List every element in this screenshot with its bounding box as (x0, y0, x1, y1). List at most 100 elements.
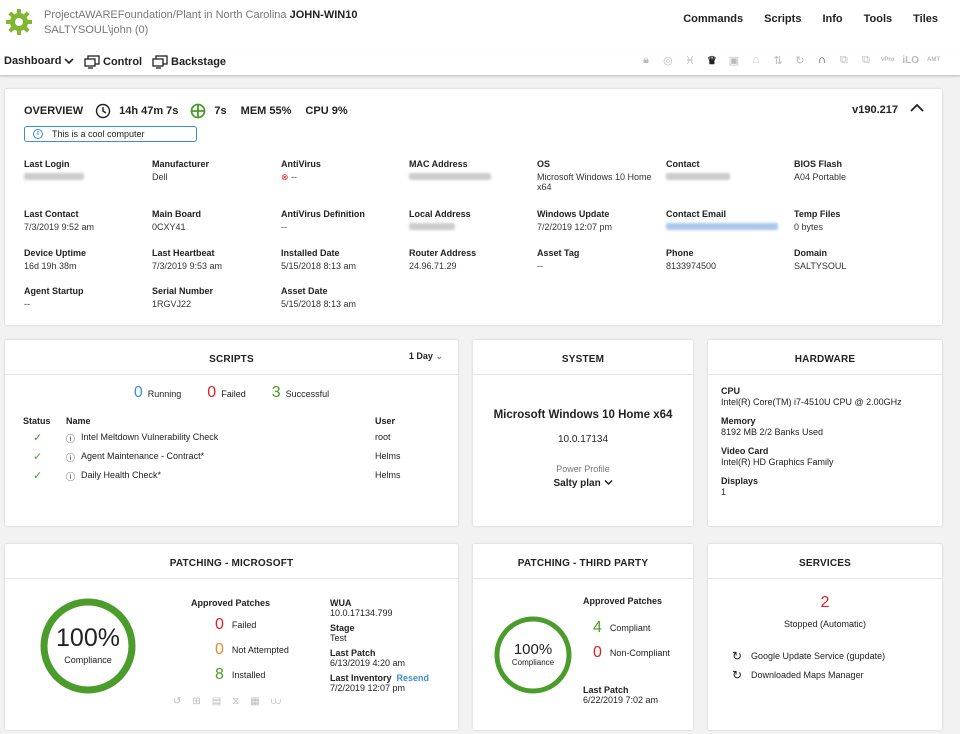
label: Installed Date (281, 248, 340, 258)
dashboard-dropdown[interactable]: Dashboard (4, 55, 75, 67)
value: 16d 19h 38m (24, 261, 77, 271)
non-compliant-patches[interactable]: 0 Non-Compliant (593, 644, 670, 662)
computer-note[interactable]: i This is a cool computer (24, 126, 197, 142)
screen-icon[interactable]: ▣ (728, 54, 740, 67)
list-item[interactable]: ↻ Downloaded Maps Manager (732, 668, 885, 682)
menu-info[interactable]: Info (822, 13, 843, 25)
range-dropdown[interactable]: 1 Day ⌄ (409, 351, 443, 362)
script-name[interactable]: Intel Meltdown Vulnerability Check (81, 432, 219, 442)
info-icon[interactable]: ⓘ (66, 472, 76, 482)
lock-icon[interactable]: 🔒︎ (643, 53, 649, 66)
field-asset-tag: Asset Tag -- (537, 248, 662, 271)
menu-tiles[interactable]: Tiles (913, 13, 938, 25)
label: MAC Address (409, 159, 468, 169)
power-profile-dropdown[interactable]: Salty plan (473, 478, 693, 489)
pulse-icon[interactable]: ◎ (663, 54, 673, 67)
info-icon: i (33, 129, 43, 139)
value: 5/15/2018 8:13 am (281, 299, 357, 309)
label: Memory (721, 416, 756, 426)
redacted-value[interactable] (666, 223, 778, 230)
field-serial-number: Serial Number 1RGVJ22 (152, 286, 277, 309)
value: -- (291, 172, 298, 182)
label: Last Contact (24, 209, 79, 219)
control-button[interactable]: Control (84, 55, 142, 69)
service-name: Downloaded Maps Manager (751, 670, 864, 680)
remote-desktop-alt-icon[interactable]: ⧉ (862, 53, 870, 66)
stopped-label: Stopped (Automatic) (783, 619, 867, 629)
chevron-up-icon[interactable] (910, 103, 924, 113)
label: Local Address (409, 209, 471, 219)
label: Main Board (152, 209, 202, 219)
not-attempted-patches[interactable]: 0 Not Attempted (215, 641, 289, 659)
project-name[interactable]: ProjectAWAREFoundation/Plant in North Ca… (44, 9, 287, 21)
label: AntiVirus Definition (281, 209, 365, 219)
field-router-address: Router Address 24.96.71.29 (409, 248, 534, 271)
grid-icon[interactable]: ⊞ (192, 696, 201, 707)
chart-icon[interactable]: ⩊ (270, 696, 281, 707)
restart-icon[interactable]: ↻ (732, 649, 743, 663)
installed-patches[interactable]: 8 Installed (215, 666, 265, 684)
compliance-percent: 100% (56, 624, 120, 652)
count: 0 (215, 641, 224, 658)
menu-commands[interactable]: Commands (683, 13, 744, 25)
document-icon[interactable]: ▤ (211, 696, 222, 707)
stage-value: Test (330, 633, 347, 643)
crown-icon[interactable]: ♛︎ (707, 54, 717, 67)
label: OS (537, 159, 551, 169)
backstage-button[interactable]: Backstage (152, 55, 226, 69)
script-summary: 0 Running 0 Failed 3 Successful (5, 384, 458, 402)
running-stat[interactable]: 0 Running (134, 384, 181, 402)
vpro-button[interactable]: vPro (880, 57, 895, 63)
info-icon[interactable]: ⓘ (66, 434, 76, 444)
failed-label: Failed (221, 389, 246, 399)
ilo-button[interactable]: iLO (902, 54, 919, 66)
network-icon[interactable]: ⌂ (752, 54, 760, 66)
info-icon[interactable]: ⓘ (66, 453, 76, 463)
failed-patches[interactable]: 0 Failed (215, 616, 256, 634)
table-row[interactable]: ✓ ⓘ Intel Meltdown Vulnerability Check r… (23, 431, 443, 450)
chevron-down-icon (64, 58, 75, 65)
agent-version: v190.217 (852, 104, 898, 116)
table-row[interactable]: ✓ ⓘ Agent Maintenance - Contract* Helms (23, 450, 443, 469)
list-item[interactable]: ↻ Google Update Service (gupdate) (732, 649, 885, 663)
calendar-icon[interactable]: ▦ (250, 696, 260, 707)
approved-patches-label: Approved Patches (583, 596, 663, 606)
value: SALTYSOUL (794, 261, 847, 271)
menu-tools[interactable]: Tools (863, 13, 893, 25)
hourglass-icon[interactable]: ⧖ (232, 696, 240, 707)
compliant-patches[interactable]: 4 Compliant (593, 619, 650, 637)
restart-icon[interactable]: ↻ (732, 668, 743, 682)
system-card: SYSTEM Microsoft Windows 10 Home x64 10.… (473, 340, 693, 526)
project-path[interactable]: ProjectAWAREFoundation/Plant in North Ca… (44, 9, 357, 21)
label: AntiVirus (281, 159, 321, 169)
redacted-value (666, 173, 730, 180)
script-name[interactable]: Daily Health Check* (81, 470, 162, 480)
hardware-list: CPU Intel(R) Core(TM) i7-4510U CPU @ 2.00… (721, 386, 902, 498)
resend-link[interactable]: Resend (396, 673, 430, 683)
toolbar: Dashboard Control Backstage 🔒︎ ◎ ♓︎ ♛︎ ▣… (0, 50, 960, 76)
top-bar: ProjectAWAREFoundation/Plant in North Ca… (0, 0, 960, 50)
table-row[interactable]: ✓ ⓘ Daily Health Check* Helms (23, 469, 443, 488)
failed-stat[interactable]: 0 Failed (207, 384, 245, 402)
field-phone: Phone 8133974500 (666, 248, 791, 271)
script-name[interactable]: Agent Maintenance - Contract* (81, 451, 205, 461)
label: Contact (666, 159, 700, 169)
last-patch: Last Patch 6/22/2019 7:02 am (583, 685, 658, 705)
transfer-icon[interactable]: ⇅ (773, 54, 783, 67)
value: 1 (721, 487, 727, 497)
divider (708, 578, 942, 579)
remote-desktop-icon[interactable]: ⧉ (840, 53, 848, 66)
restart-icon[interactable]: ↻ (795, 54, 805, 67)
gear-logo-icon (6, 9, 32, 35)
menu-scripts[interactable]: Scripts (764, 13, 802, 25)
refresh-icon[interactable]: ↺ (173, 696, 182, 707)
user-icon[interactable]: ♓︎ (685, 54, 695, 67)
label: Phone (666, 248, 694, 258)
toolbar-icons: 🔒︎ ◎ ♓︎ ♛︎ ▣ ⌂ ⇅ ↻ ∩ ⧉ ⧉ vPro iLO AMT (639, 53, 940, 67)
divider (708, 374, 942, 375)
col-name: Name (66, 416, 91, 426)
arch-icon[interactable]: ∩ (818, 54, 826, 66)
overview-header: OVERVIEW 14h 47m 7s 7s MEM 55% CPU 9% (24, 103, 348, 119)
successful-stat[interactable]: 3 Successful (272, 384, 329, 402)
amt-button[interactable]: AMT (927, 57, 940, 63)
